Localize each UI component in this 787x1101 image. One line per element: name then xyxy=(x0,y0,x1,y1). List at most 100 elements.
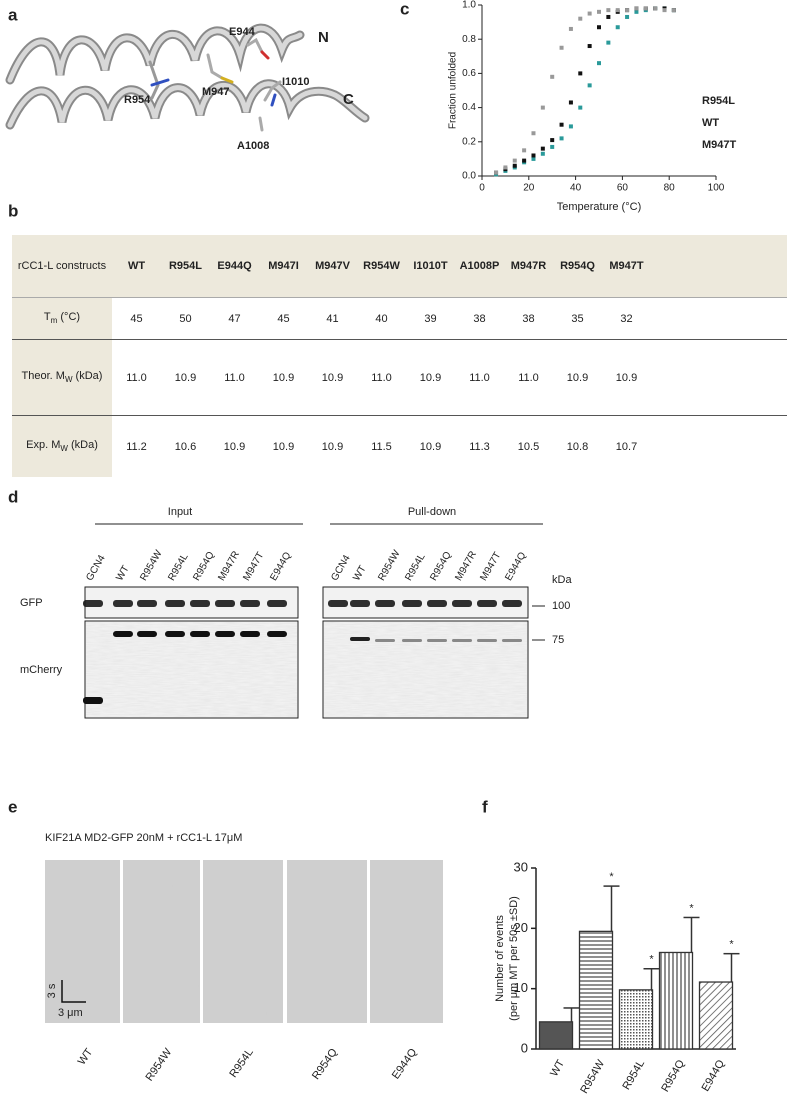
panel-label: a xyxy=(8,5,18,24)
data-point xyxy=(625,8,630,13)
marker-label: 100 xyxy=(552,600,570,612)
data-point xyxy=(606,40,611,45)
kymograph-label: WT xyxy=(76,1046,96,1067)
data-point xyxy=(606,8,611,13)
filler-cell xyxy=(651,235,787,298)
table-cell: 10.9 xyxy=(406,339,455,416)
kymograph-texture xyxy=(203,860,283,1023)
data-point xyxy=(634,6,639,11)
table-cell: 11.2 xyxy=(112,415,161,477)
gfp-band xyxy=(137,600,157,607)
data-point xyxy=(531,156,536,161)
residue-label: M947 xyxy=(202,86,230,98)
table-cell: 40 xyxy=(357,297,406,340)
blots: GCN4 WT R954W R954L R954Q M947R M947T E944Q GCN4… xyxy=(83,548,529,719)
row-label-text: T xyxy=(43,311,51,324)
data-point xyxy=(503,165,508,170)
table-cell: 50 xyxy=(161,297,210,340)
gfp-band xyxy=(477,600,497,607)
data-point xyxy=(587,44,592,49)
data-point xyxy=(550,144,555,149)
data-point xyxy=(643,6,648,11)
column-header: I1010T xyxy=(406,235,455,298)
table-cell: 11.0 xyxy=(357,339,406,416)
row-label-sub: W xyxy=(64,375,73,385)
row-label-text: (kDa) xyxy=(72,370,103,383)
significance-mark: * xyxy=(729,939,734,951)
gfp-band xyxy=(452,600,472,607)
data-point xyxy=(578,71,583,76)
legend-entry: R954L xyxy=(702,95,735,107)
table-cell: 10.9 xyxy=(210,415,259,477)
table-cell: 45 xyxy=(259,297,308,340)
row-label-text: (°C) xyxy=(57,311,81,324)
table-cell: 10.8 xyxy=(553,415,602,477)
table-cell: 11.3 xyxy=(455,415,504,477)
data-point xyxy=(540,151,545,156)
data-point xyxy=(625,14,630,19)
x-tick-label: 40 xyxy=(570,183,582,194)
mcherry-band xyxy=(350,637,370,641)
mcherry-band xyxy=(165,631,185,637)
lane-label: E944Q xyxy=(268,550,293,583)
gfp-band xyxy=(113,600,133,607)
group-label: Pull-down xyxy=(408,506,456,518)
filler-cell xyxy=(651,339,787,416)
blot-noise xyxy=(324,622,527,717)
significance-mark: * xyxy=(649,954,654,966)
gfp-band xyxy=(240,600,260,607)
data-point xyxy=(512,163,517,168)
panel-label: e xyxy=(8,797,17,816)
column-header: M947V xyxy=(308,235,357,298)
table-cell: 47 xyxy=(210,297,259,340)
panel-label: f xyxy=(482,797,488,816)
data-point xyxy=(494,170,499,175)
melting-chart: 0 20 40 60 80 100 0.0 0.2 0.4 0.6 0.8 1.0 Temperatur… xyxy=(448,0,737,213)
kymographs: WT R954W R954L R954Q E944Q 3 s3 μm xyxy=(45,860,443,1083)
gfp-band xyxy=(402,600,422,607)
table-cell: 10.9 xyxy=(406,415,455,477)
column-header: WT xyxy=(112,235,161,298)
kymograph-texture xyxy=(287,860,367,1023)
row-label-text: Theor. M xyxy=(21,370,65,383)
table-cell: 10.9 xyxy=(161,339,210,416)
data-point xyxy=(540,105,545,110)
significance-mark: * xyxy=(689,902,694,914)
y-tick-label: 10 xyxy=(514,980,528,995)
table-row: Tm (°C) 45 50 47 45 41 40 39 38 38 35 32 xyxy=(12,297,787,340)
header-cell: rCC1-L constructs xyxy=(12,235,112,298)
kymograph-label: R954W xyxy=(143,1046,174,1083)
residue-label: E944 xyxy=(229,26,256,38)
data-point xyxy=(540,146,545,151)
table-cell: 10.9 xyxy=(308,415,357,477)
x-tick-label: 80 xyxy=(664,183,676,194)
data-point xyxy=(522,148,527,153)
data-point xyxy=(606,14,611,19)
x-tick-label: R954Q xyxy=(659,1058,687,1095)
data-point xyxy=(559,122,564,127)
row-label: Theor. MW (kDa) xyxy=(12,339,112,416)
row-label-text: Exp. M xyxy=(26,439,61,452)
gfp-band xyxy=(328,600,348,607)
column-header: M947T xyxy=(602,235,651,298)
row-label-sub: m xyxy=(50,316,58,326)
lane-label: WT xyxy=(114,564,131,583)
data-point xyxy=(653,6,658,11)
data-point xyxy=(550,74,555,79)
y-tick-label: 20 xyxy=(514,920,528,935)
x-tick-label: 60 xyxy=(617,183,629,194)
mcherry-band xyxy=(502,639,522,642)
lane-label: GCN4 xyxy=(329,553,353,583)
header-row: rCC1-L constructs WT R954L E944Q M947I M947V R… xyxy=(12,235,787,298)
blot-noise xyxy=(86,622,297,717)
mcherry-band xyxy=(402,639,422,642)
table-cell: 11.0 xyxy=(210,339,259,416)
gfp-band xyxy=(215,600,235,607)
kymograph-texture xyxy=(370,860,443,1023)
panel-label: d xyxy=(8,487,18,506)
gfp-band xyxy=(267,600,287,607)
bar xyxy=(658,951,694,1050)
table-cell: 10.9 xyxy=(259,339,308,416)
